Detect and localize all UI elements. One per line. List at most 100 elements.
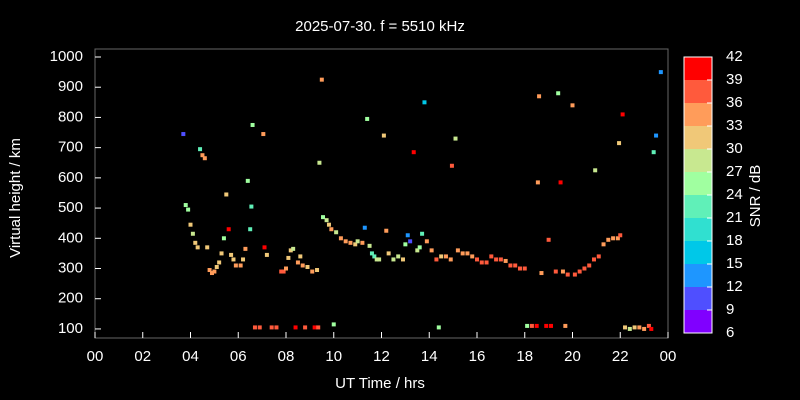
scatter-point: [183, 203, 188, 208]
x-tick-label: 10: [325, 348, 342, 365]
scatter-point: [570, 103, 575, 108]
scatter-point: [556, 91, 561, 96]
colorbar-label: SNR / dB: [747, 165, 764, 228]
scatter-point: [367, 243, 372, 248]
scatter-point: [434, 257, 439, 262]
scatter-point: [415, 248, 420, 253]
scatter-point: [453, 136, 458, 141]
scatter-point: [329, 227, 334, 232]
scatter-point: [593, 168, 598, 173]
scatter-point: [601, 242, 606, 247]
scatter-point: [465, 251, 470, 256]
scatter-point: [365, 116, 370, 121]
scatter-point: [381, 133, 386, 138]
scatter-point: [544, 323, 549, 328]
scatter-point: [403, 242, 408, 247]
x-tick-label: 16: [469, 348, 486, 365]
scatter-point: [226, 227, 231, 232]
scatter-point: [261, 132, 266, 137]
scatter-point: [281, 269, 286, 274]
scatter-point: [190, 231, 195, 236]
scatter-point: [475, 257, 479, 262]
scatter-point: [420, 231, 425, 236]
scatter-point: [295, 260, 300, 265]
scatter-point: [417, 245, 422, 250]
scatter-point: [627, 326, 632, 331]
scatter-point: [224, 192, 229, 197]
colorbar-band: [684, 172, 712, 195]
x-tick-label: 08: [278, 348, 295, 365]
colorbar-tick-label: 42: [726, 48, 743, 65]
scatter-point: [522, 266, 527, 271]
chart-title: 2025-07-30. f = 5510 kHz: [295, 18, 465, 35]
x-tick-label: 06: [230, 348, 247, 365]
scatter-point: [658, 70, 663, 75]
scatter-point: [238, 263, 243, 268]
scatter-point: [243, 246, 248, 251]
scatter-point: [591, 257, 596, 262]
scatter-point: [205, 245, 210, 250]
colorbar-tick-label: 33: [726, 117, 743, 134]
scatter-point: [572, 272, 577, 277]
scatter-point: [400, 257, 405, 262]
scatter-point: [484, 260, 489, 265]
scatter-point: [305, 264, 310, 269]
y-axis-label: Virtual height / km: [7, 138, 24, 258]
scatter-point: [198, 147, 203, 152]
scatter-point: [338, 236, 343, 241]
colorbar-tick-label: 36: [726, 94, 743, 111]
scatter-point: [537, 94, 542, 99]
y-tick-label: 300: [58, 259, 83, 276]
scatter-point: [396, 254, 401, 259]
y-tick-label: 900: [58, 78, 83, 95]
scatter-point: [217, 260, 222, 265]
scatter-point: [264, 252, 269, 257]
colorbar-tick-label: 24: [726, 186, 743, 203]
scatter-point: [200, 153, 205, 158]
scatter-point: [498, 257, 503, 262]
y-tick-label: 100: [58, 320, 83, 337]
x-tick-label: 12: [373, 348, 390, 365]
scatter-point: [250, 122, 255, 127]
scatter-point: [654, 133, 659, 138]
scatter-point: [315, 268, 320, 273]
scatter-point: [279, 269, 284, 274]
scatter-point: [577, 269, 582, 274]
y-tick-label: 200: [58, 290, 83, 307]
scatter-point: [529, 323, 534, 328]
scatter-point: [618, 233, 623, 238]
scatter-point: [429, 248, 434, 253]
scatter-point: [494, 257, 499, 262]
colorbar-band: [684, 264, 712, 287]
scatter-point: [508, 263, 513, 268]
scatter-point: [651, 150, 656, 155]
y-tick-label: 1000: [50, 48, 83, 65]
scatter-point: [293, 325, 298, 330]
scatter-point: [369, 251, 374, 256]
scatter-point: [558, 180, 563, 185]
scatter-point: [181, 132, 186, 137]
scatter-point: [214, 264, 219, 269]
scatter-point: [449, 163, 454, 168]
y-tick-label: 700: [58, 139, 83, 156]
colorbar-tick-label: 15: [726, 255, 743, 272]
scatter-point: [231, 257, 236, 262]
scatter-point: [288, 248, 293, 253]
scatter-point: [262, 245, 267, 250]
scatter-point: [611, 236, 616, 241]
scatter-point: [615, 236, 620, 241]
scatter-point: [377, 257, 382, 262]
scatter-point: [286, 255, 291, 260]
scatter-point: [233, 263, 238, 268]
scatter-point: [386, 251, 391, 256]
scatter-point: [331, 322, 336, 327]
colorbar-band: [684, 287, 712, 310]
scatter-point: [470, 254, 475, 259]
scatter-point: [312, 325, 317, 330]
scatter-point: [269, 325, 274, 330]
scatter-point: [565, 272, 570, 277]
y-tick-label: 800: [58, 108, 83, 125]
colorbar-tick-label: 30: [726, 140, 743, 157]
y-tick-label: 500: [58, 199, 83, 216]
